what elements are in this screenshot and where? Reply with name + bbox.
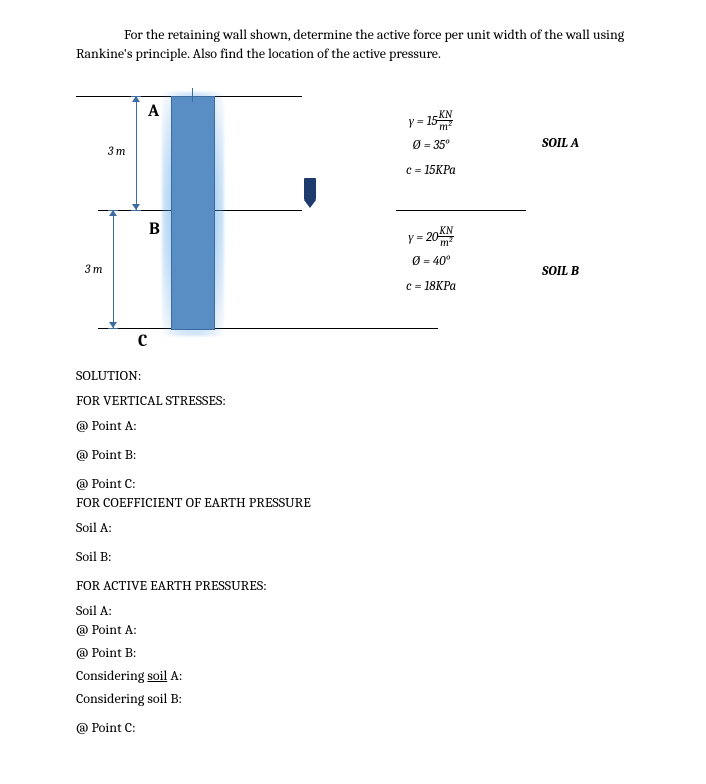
soil-b-gamma: γ = 20KNm² [406,226,456,251]
vertical-stresses-heading: FOR VERTICAL STRESSES: [76,392,666,409]
dim-lower-botcap [108,328,118,329]
at-point-c: @ Point C: [76,475,666,492]
soil-divider-line [396,210,526,211]
wall-base-line [98,328,438,329]
soil-a-gamma: γ = 15KNm² [406,110,456,135]
soil-a-label-2: Soil A: [76,602,666,619]
soil-b-label-1: Soil B: [76,548,666,565]
soil-a-name: SOIL A [542,136,579,151]
soil-a-properties: γ = 15KNm² Ø = 35° c = 15KPa [406,110,456,184]
soil-b-name: SOIL B [542,264,579,279]
point-c-label: C [138,332,147,351]
soil-a-c: c = 15KPa [406,159,456,184]
soil-b-c: c = 18KPa [406,275,456,300]
active-pressures-heading: FOR ACTIVE EARTH PRESSURES: [76,577,666,594]
dim-lower-label: 3 m [85,262,103,276]
water-table-marker [304,178,316,200]
soil-b-properties: γ = 20KNm² Ø = 40° c = 18KPa [406,226,456,300]
point-a-label: A [148,102,159,121]
dim-lower-line [113,210,114,328]
at-point-b: @ Point B: [76,446,666,463]
soil-a-label-1: Soil A: [76,519,666,536]
dim-upper-botcap [131,210,141,211]
soil-b-phi: Ø = 40° [406,250,456,275]
solution-heading: SOLUTION: [76,367,666,384]
wall-top-tick [192,88,193,102]
retaining-wall [171,96,215,330]
problem-statement: For the retaining wall shown, determine … [76,26,666,64]
solution-block: SOLUTION: FOR VERTICAL STRESSES: @ Point… [76,367,666,736]
dim-lower-arrow-top [109,210,117,216]
at-point-a-2: @ Point A: [76,621,666,638]
retaining-wall-figure: 3 m 3 m A B C γ = 15KNm² Ø = 35° c = 15K… [76,74,666,359]
dim-upper-label: 3 m [108,144,126,158]
considering-soil-a: Considering soil A: [76,667,666,684]
considering-soil-b: Considering soil B: [76,690,666,707]
coefficient-heading: FOR COEFFICIENT OF EARTH PRESSURE [76,494,666,511]
soil-a-phi: Ø = 35° [406,134,456,159]
at-point-b-2: @ Point B: [76,644,666,661]
dim-upper-line [136,96,137,210]
dim-upper-arrow-top [132,96,140,102]
point-b-label: B [149,220,160,239]
at-point-c-2: @ Point C: [76,719,666,736]
at-point-a: @ Point A: [76,417,666,434]
